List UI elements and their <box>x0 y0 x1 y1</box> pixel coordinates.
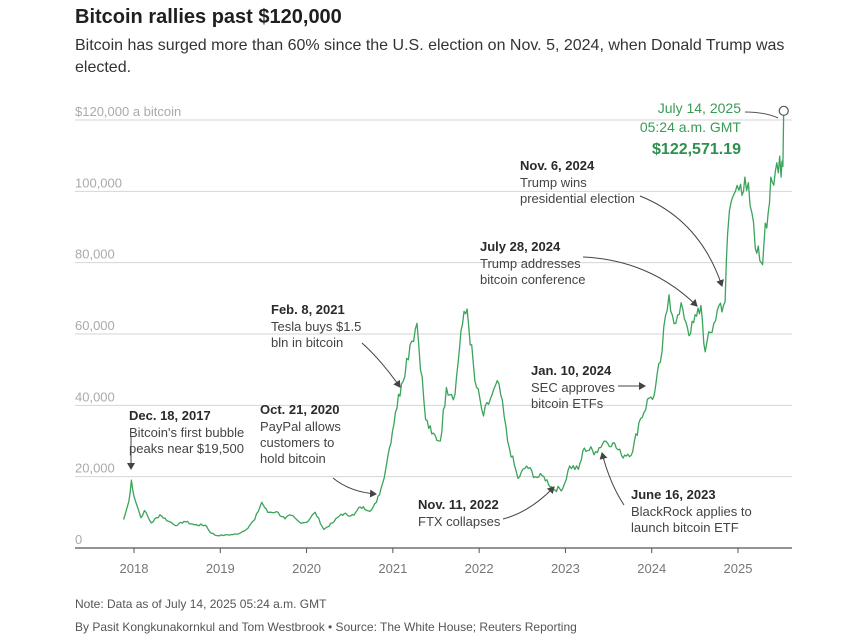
annotation-arrow <box>599 452 625 506</box>
x-tick-label: 2023 <box>551 561 580 576</box>
y-tick-label: 80,000 <box>75 247 115 262</box>
annotation-date: Nov. 11, 2022 <box>418 497 499 512</box>
annotation-text: peaks near $19,500 <box>129 441 244 456</box>
y-tick-label: 0 <box>75 532 82 547</box>
peak-date-label: July 14, 2025 <box>658 100 741 116</box>
series-layer <box>122 110 785 537</box>
source-credit: By Pasit Kongkunakornkul and Tom Westbro… <box>75 620 577 634</box>
annotation-arrow <box>502 486 555 520</box>
data-note: Note: Data as of July 14, 2025 05:24 a.m… <box>75 597 327 611</box>
annotation-text: customers to <box>260 435 334 450</box>
annotation-arrow <box>332 477 377 498</box>
bitcoin-price-chart: 0 20,000 40,000 60,000 80,000 100,000 $120,000… <box>75 100 792 576</box>
annotation-3: Nov. 11, 2022 FTX collapses <box>418 486 555 529</box>
annotation-text: Trump wins <box>520 175 587 190</box>
annotation-text: bln in bitcoin <box>271 335 343 350</box>
y-tick-label: 40,000 <box>75 389 115 404</box>
annotations: Dec. 18, 2017 Bitcoin's first bubblepeaks… <box>127 158 752 535</box>
annotation-date: July 28, 2024 <box>480 239 561 254</box>
annotation-text: FTX collapses <box>418 514 501 529</box>
x-tick-label: 2020 <box>292 561 321 576</box>
annotation-arrow <box>582 256 698 307</box>
peak-marker-group: July 14, 2025 05:24 a.m. GMT $122,571.19 <box>640 100 789 158</box>
axes: 0 20,000 40,000 60,000 80,000 100,000 $120,000… <box>75 104 792 576</box>
annotation-date: Oct. 21, 2020 <box>260 402 340 417</box>
peak-value-label: $122,571.19 <box>652 141 741 158</box>
x-tick-label: 2021 <box>378 561 407 576</box>
chart-title: Bitcoin rallies past $120,000 <box>75 6 342 28</box>
x-tick-label: 2024 <box>637 561 666 576</box>
chart-subtitle: Bitcoin has surged more than 60% since t… <box>75 37 785 76</box>
annotation-4: June 16, 2023 BlackRock applies tolaunch … <box>599 452 752 535</box>
annotation-date: Jan. 10, 2024 <box>531 363 612 378</box>
annotation-date: Feb. 8, 2021 <box>271 302 345 317</box>
x-tick-label: 2018 <box>120 561 149 576</box>
peak-time-label: 05:24 a.m. GMT <box>640 119 742 135</box>
annotation-text: SEC approves <box>531 380 615 395</box>
peak-leader-line <box>744 111 779 119</box>
annotation-text: bitcoin conference <box>480 272 586 287</box>
price-line-series <box>122 110 785 537</box>
annotation-text: Bitcoin's first bubble <box>129 425 244 440</box>
peak-marker <box>778 105 789 116</box>
y-tick-label: $120,000 a bitcoin <box>75 104 181 119</box>
x-tick-label: 2025 <box>724 561 753 576</box>
annotation-0: Dec. 18, 2017 Bitcoin's first bubblepeaks… <box>127 408 244 470</box>
annotation-text: Tesla buys $1.5 <box>271 319 361 334</box>
gridlines <box>75 119 792 478</box>
y-tick-label: 20,000 <box>75 461 115 476</box>
annotation-arrow <box>639 195 724 287</box>
annotation-text: BlackRock applies to <box>631 504 752 519</box>
x-tick-label: 2022 <box>465 561 494 576</box>
annotation-text: launch bitcoin ETF <box>631 520 739 535</box>
annotation-date: June 16, 2023 <box>631 487 716 502</box>
annotation-text: bitcoin ETFs <box>531 396 604 411</box>
y-tick-label: 100,000 <box>75 175 122 190</box>
annotation-text: Trump addresses <box>480 256 581 271</box>
annotation-date: Dec. 18, 2017 <box>129 408 211 423</box>
annotation-text: PayPal allows <box>260 419 341 434</box>
y-tick-label: 60,000 <box>75 318 115 333</box>
annotation-text: hold bitcoin <box>260 451 326 466</box>
annotation-text: presidential election <box>520 191 635 206</box>
x-tick-label: 2019 <box>206 561 235 576</box>
annotation-date: Nov. 6, 2024 <box>520 158 595 173</box>
annotation-arrow <box>361 342 401 388</box>
